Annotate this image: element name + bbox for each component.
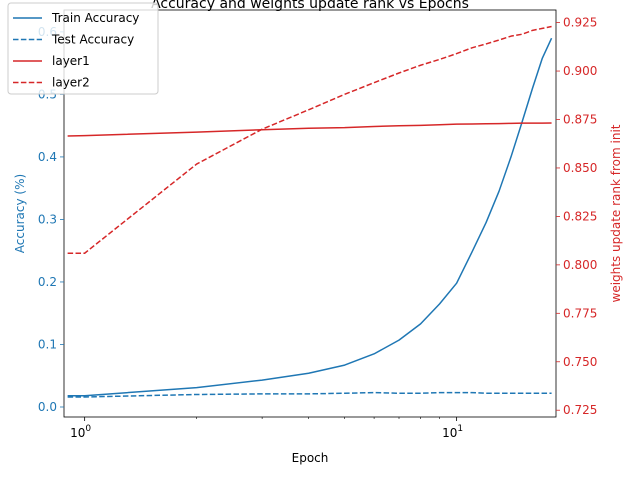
legend-box [7,2,159,95]
right-tick-label-3: 0.800 [563,258,597,272]
right-tick-label-2: 0.775 [563,306,597,320]
right-tick-label-6: 0.875 [563,113,597,127]
x-axis-title: Epoch [292,451,329,465]
legend-label-2: layer1 [52,54,90,68]
series-line-0 [67,37,553,397]
legend: Train Accuracy Test Accuracy layer1 layer2 [7,2,159,95]
x-tick-exponent-1: 1 [457,424,463,434]
right-tick-label-0: 0.725 [563,403,597,417]
legend-label-3: layer2 [52,76,90,90]
chart-title: Accuracy and weights update rank vs Epoc… [151,0,469,12]
series-line-3 [67,25,552,254]
left-tick-label-0: 0.0 [38,400,57,414]
plot-frame [63,9,557,418]
left-tick-label-2: 0.2 [38,275,57,289]
x-tick-exponent-0: 0 [85,424,91,434]
left-tick-label-3: 0.3 [38,212,57,226]
right-axis-title: weights update rank from init [609,124,623,302]
legend-label-1: Test Accuracy [51,33,134,47]
right-tick-label-8: 0.925 [563,16,597,30]
legend-label-0: Train Accuracy [51,11,139,25]
right-tick-label-4: 0.825 [563,209,597,223]
series-line-1 [67,391,552,398]
right-tick-label-7: 0.900 [563,64,597,78]
left-tick-label-4: 0.4 [38,150,57,164]
right-tick-label-5: 0.850 [563,161,597,175]
plot-lines [67,25,553,398]
left-tick-label-1: 0.1 [38,337,57,351]
right-tick-label-1: 0.750 [563,355,597,369]
left-axis-title: Accuracy (%) [13,174,27,253]
